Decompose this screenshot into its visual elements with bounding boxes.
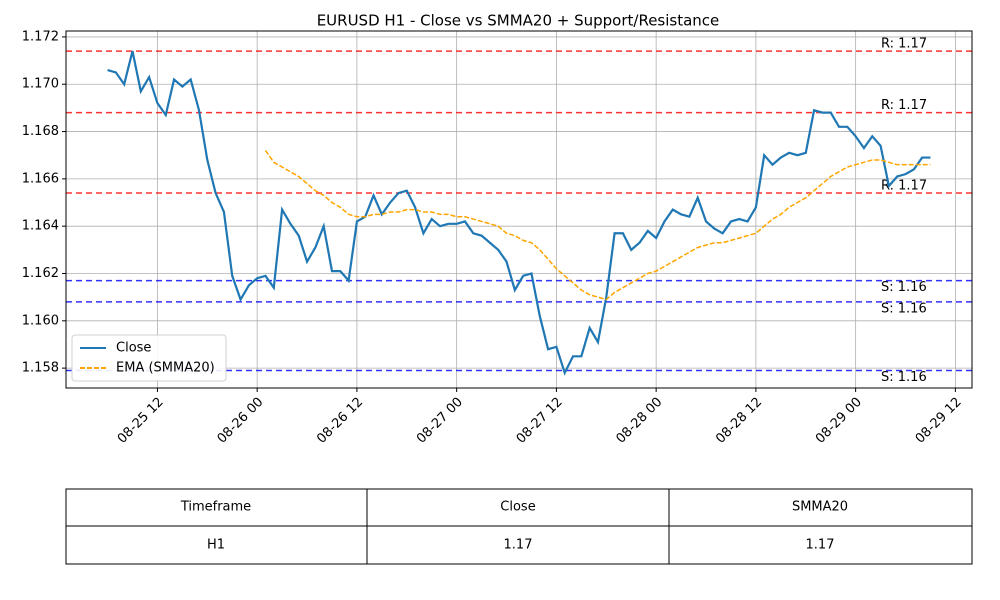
y-tick-label: 1.164 — [22, 219, 59, 234]
y-tick-label: 1.168 — [22, 124, 59, 139]
legend-label: Close — [116, 341, 151, 356]
plot-frame — [65, 30, 973, 389]
y-tick-label: 1.162 — [22, 266, 59, 281]
table-cell: H1 — [207, 538, 225, 553]
table-header: SMMA20 — [792, 500, 848, 515]
table-header: Close — [500, 500, 535, 515]
legend-box — [71, 334, 227, 382]
y-tick-label: 1.158 — [22, 361, 59, 376]
series-line — [107, 50, 931, 376]
y-tick-label: 1.172 — [22, 29, 59, 44]
level-label: S: 1.16 — [881, 370, 927, 385]
y-tick-label: 1.170 — [22, 77, 59, 92]
level-label: S: 1.16 — [881, 301, 927, 316]
level-label: R: 1.17 — [881, 37, 927, 52]
chart-title: EURUSD H1 - Close vs SMMA20 + Support/Re… — [317, 12, 720, 30]
level-label: R: 1.17 — [881, 98, 927, 113]
table-header: Timeframe — [180, 500, 251, 515]
table-cell: 1.17 — [806, 538, 835, 553]
table: Timeframe Close SMMA20 H1 1.17 1.17 — [65, 488, 973, 565]
level-label: S: 1.16 — [881, 280, 927, 295]
table-cell: 1.17 — [504, 538, 533, 553]
y-tick-label: 1.166 — [22, 171, 59, 186]
legend-label: EMA (SMMA20) — [116, 361, 215, 376]
y-tick-label: 1.160 — [22, 313, 59, 328]
series-line — [264, 150, 931, 301]
